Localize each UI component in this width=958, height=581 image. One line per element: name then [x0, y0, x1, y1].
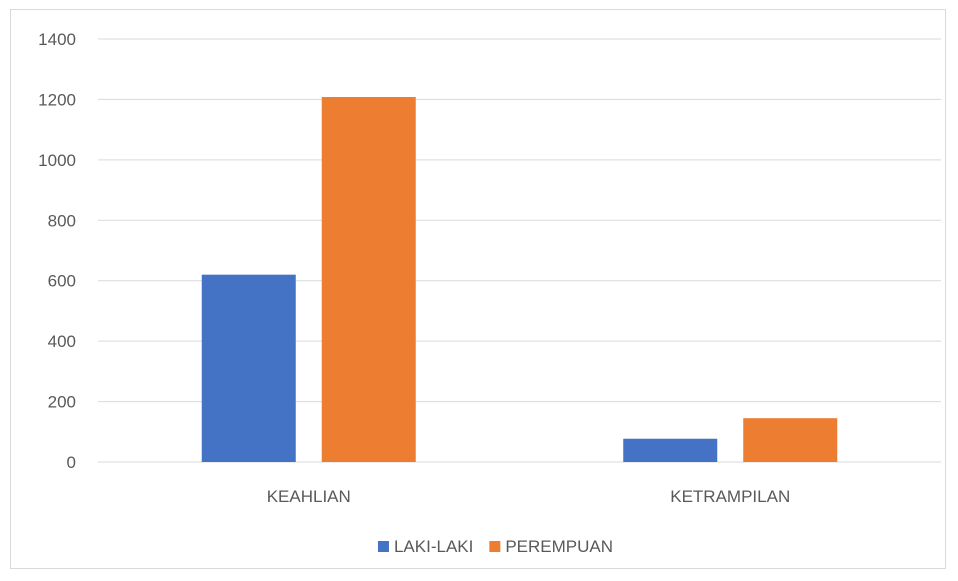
- chart-frame: [10, 9, 946, 569]
- y-tick-label: 0: [67, 453, 76, 472]
- y-tick-label: 600: [48, 272, 76, 291]
- y-tick-label: 1200: [38, 90, 76, 109]
- legend-item-laki-laki: LAKI-LAKI: [377, 537, 473, 556]
- y-tick-label: 800: [48, 211, 76, 230]
- bar-perempuan-ketrampilan: [743, 418, 838, 462]
- legend-item-perempuan: PEREMPUAN: [489, 537, 613, 556]
- bar-laki-laki-ketrampilan: [623, 438, 718, 462]
- y-axis-ticks: 0 200 400 600 800 1000 1200 1400: [38, 30, 76, 472]
- y-tick-label: 400: [48, 332, 76, 351]
- bar-perempuan-keahlian: [321, 97, 416, 463]
- x-category-label: KEAHLIAN: [267, 487, 351, 506]
- x-category-label: KETRAMPILAN: [670, 487, 790, 506]
- y-tick-label: 200: [48, 393, 76, 412]
- y-tick-label: 1000: [38, 151, 76, 170]
- legend: LAKI-LAKI PEREMPUAN: [377, 537, 613, 556]
- legend-swatch: [377, 541, 389, 552]
- legend-swatch: [489, 541, 501, 552]
- bars: [201, 97, 838, 463]
- legend-label: PEREMPUAN: [505, 537, 613, 556]
- x-axis-categories: KEAHLIAN KETRAMPILAN: [267, 487, 791, 506]
- bar-laki-laki-keahlian: [201, 274, 296, 462]
- legend-label: LAKI-LAKI: [394, 537, 473, 556]
- y-tick-label: 1400: [38, 30, 76, 49]
